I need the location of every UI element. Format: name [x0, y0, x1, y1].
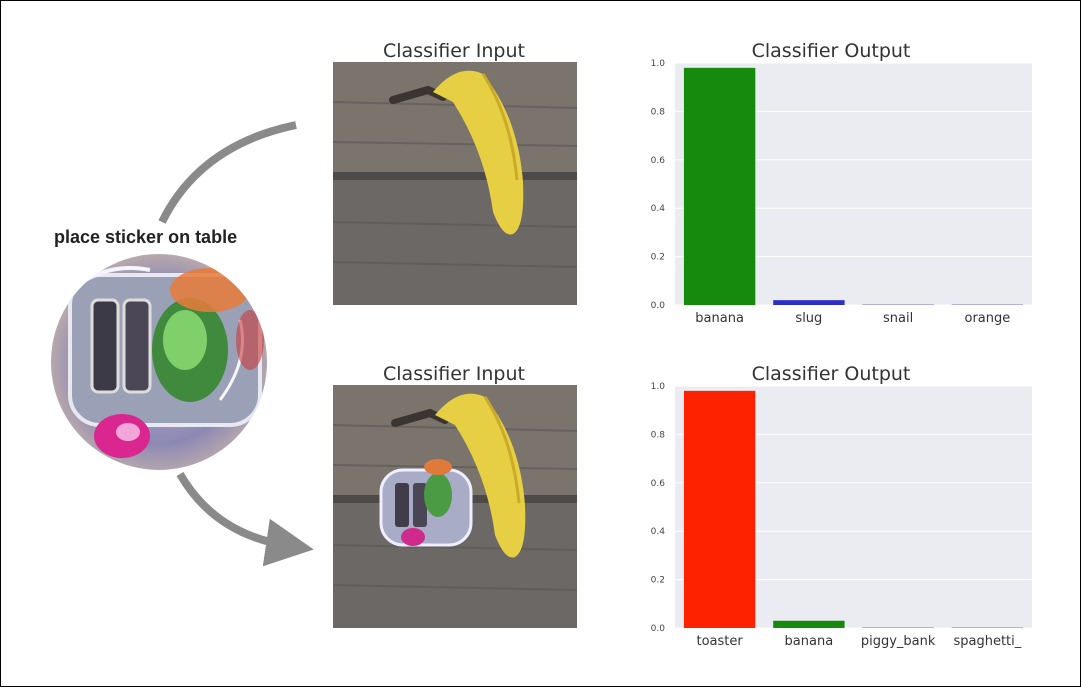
- y-tick-label: 0.2: [651, 253, 665, 263]
- y-tick-label: 0.6: [651, 156, 666, 166]
- bar-toaster: [683, 390, 756, 628]
- bar-snail: [862, 304, 934, 305]
- bar-spaghetti_: [951, 627, 1024, 628]
- bottom-classifier-input-image: [333, 385, 577, 628]
- bar-banana: [773, 620, 845, 628]
- bar-orange: [951, 304, 1024, 305]
- x-tick-label: piggy_bank: [861, 634, 936, 649]
- toaster-sticker-on-table: [379, 459, 473, 547]
- x-tick-label: snail: [883, 311, 913, 326]
- bottom-output-title: Classifier Output: [751, 363, 911, 385]
- sticker-label: place sticker on table: [54, 227, 238, 247]
- y-tick-label: 0.0: [651, 624, 666, 634]
- bottom-input-title: Classifier Input: [383, 363, 525, 385]
- y-tick-label: 0.8: [651, 430, 666, 440]
- x-tick-label: toaster: [697, 634, 744, 649]
- top-output-title: Classifier Output: [751, 40, 911, 62]
- y-tick-label: 0.2: [651, 576, 665, 586]
- bottom-classifier-output-chart: 0.0 0.2 0.4 0.6 0.8 1.0 toaster banana piggy_ban…: [651, 382, 1032, 649]
- y-tick-label: 0.4: [651, 204, 666, 214]
- bar-piggy_bank: [862, 627, 934, 628]
- top-classifier-input-image: [333, 62, 577, 305]
- x-tick-label: slug: [795, 311, 822, 326]
- bar-banana: [683, 67, 756, 305]
- x-tick-label: spaghetti_: [953, 634, 1021, 649]
- top-classifier-output-chart: 0.0 0.2 0.4 0.6 0.8 1.0 banana slug snail orange: [651, 59, 1032, 326]
- y-tick-label: 0.8: [651, 107, 666, 117]
- x-tick-label: banana: [785, 634, 834, 649]
- bar-slug: [773, 300, 845, 305]
- y-tick-label: 0.4: [651, 527, 666, 537]
- x-tick-label: banana: [695, 311, 744, 326]
- y-tick-label: 0.0: [651, 301, 666, 311]
- top-input-title: Classifier Input: [383, 40, 525, 62]
- y-tick-label: 1.0: [651, 59, 666, 69]
- y-tick-label: 1.0: [651, 382, 666, 392]
- arrow-top: [158, 121, 297, 224]
- arrow-bottom-icon: [176, 472, 314, 567]
- x-tick-label: orange: [964, 311, 1010, 326]
- y-tick-label: 0.6: [651, 479, 666, 489]
